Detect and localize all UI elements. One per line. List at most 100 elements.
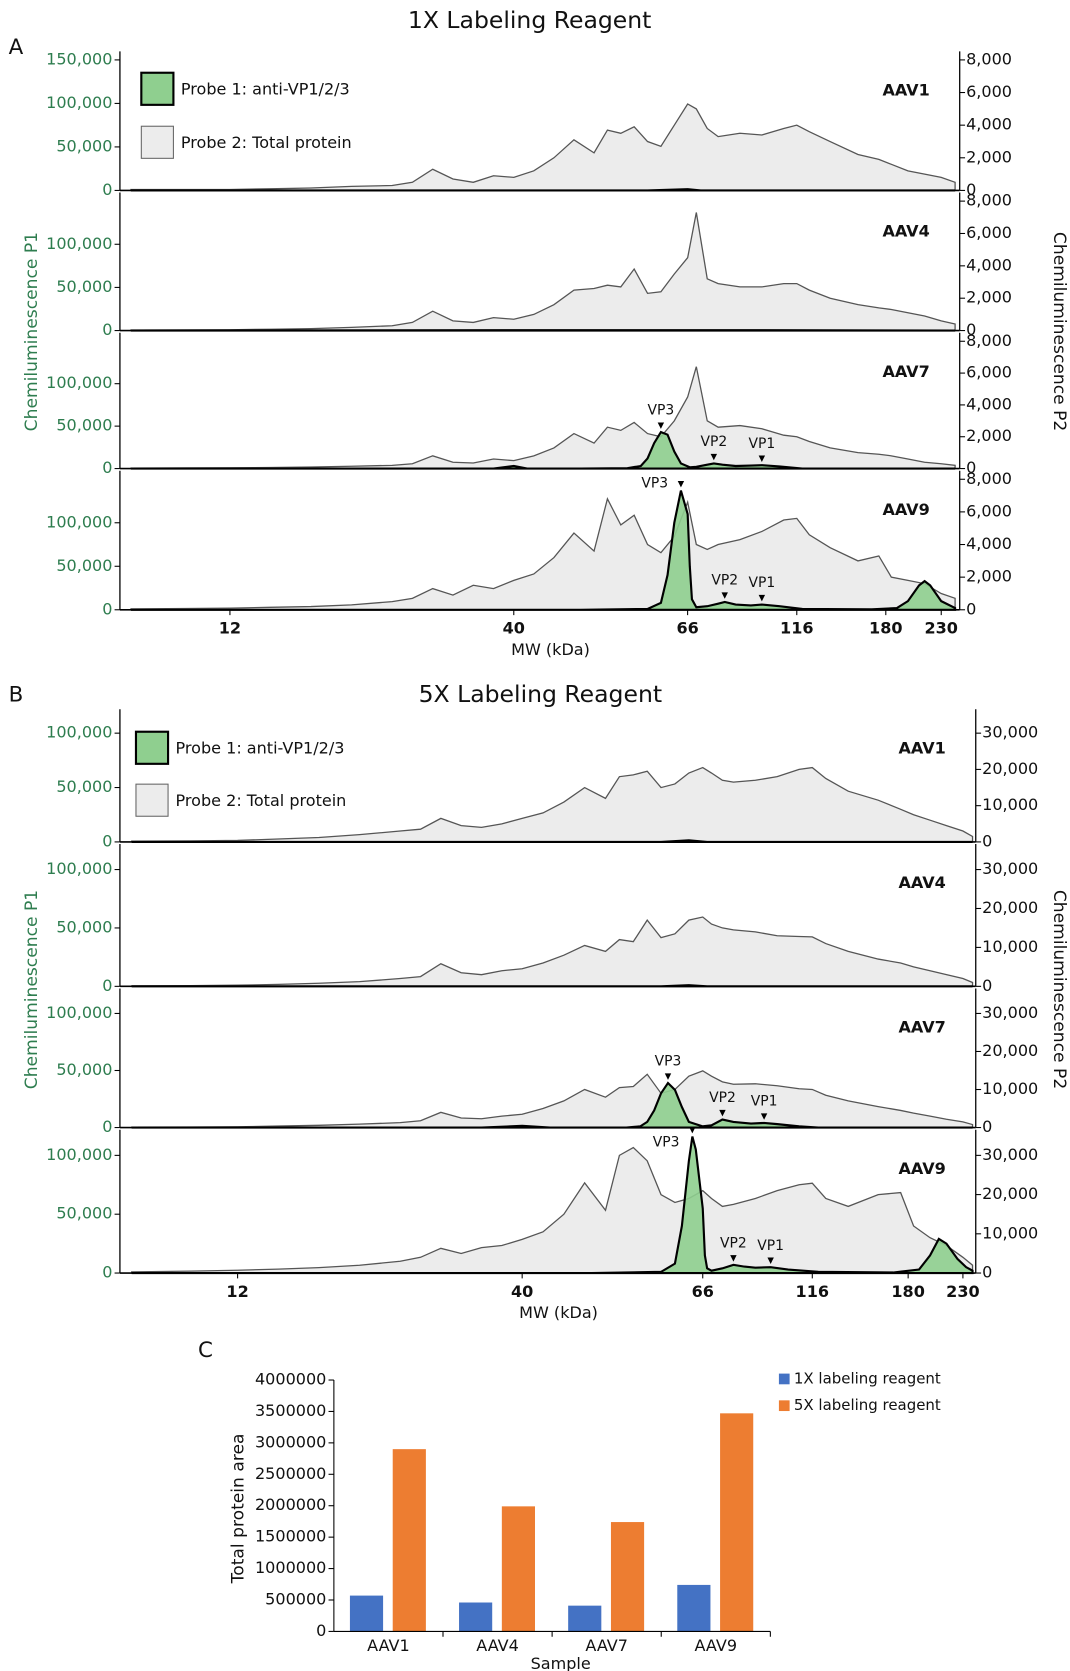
annotation: VP2 xyxy=(720,1235,747,1251)
x-tick-label: 66 xyxy=(676,619,698,638)
legend-label: Probe 1: anti-VP1/2/3 xyxy=(176,738,345,757)
y2-tick-label: 0 xyxy=(982,976,992,995)
y-tick-label: 3000000 xyxy=(255,1432,326,1451)
y-tick-label: 50,000 xyxy=(56,556,112,575)
sample-label: AAV7 xyxy=(898,1018,945,1037)
annotation-arrow xyxy=(657,422,665,429)
x-tick-label: 66 xyxy=(692,1282,714,1301)
x-tick-label: 12 xyxy=(226,1282,248,1301)
x-tick-label: 180 xyxy=(869,619,902,638)
y-tick-label: 50,000 xyxy=(56,416,112,435)
y2-tick-label: 0 xyxy=(982,1263,992,1282)
y-axis-label: Chemiluminescence P1 xyxy=(22,890,42,1089)
bar xyxy=(349,1595,384,1632)
y2-tick-label: 6,000 xyxy=(966,223,1012,242)
y-tick-label: 50,000 xyxy=(56,136,112,155)
y-tick-label: 50,000 xyxy=(56,1204,112,1223)
annotation-arrow xyxy=(664,1073,672,1080)
annotation: VP3 xyxy=(653,1135,680,1151)
y2-tick-label: 10,000 xyxy=(982,795,1038,814)
legend-swatch xyxy=(140,71,175,106)
annotation-arrow xyxy=(758,455,766,462)
y-tick-label: 100,000 xyxy=(46,1145,112,1164)
y-axis-label: Chemiluminescence P1 xyxy=(22,232,42,431)
total-protein-trace xyxy=(131,1070,974,1129)
y2-tick-label: 0 xyxy=(982,831,992,850)
y2-tick-label: 6,000 xyxy=(966,363,1012,382)
annotation-arrow xyxy=(758,594,766,602)
y2-tick-label: 10,000 xyxy=(982,937,1038,956)
x-tick-label: 230 xyxy=(946,1282,979,1301)
y-tick-label: 100,000 xyxy=(46,373,112,392)
total-protein-trace xyxy=(131,766,974,843)
y-tick-label: 0 xyxy=(102,1117,112,1136)
y2-tick-label: 2,000 xyxy=(966,288,1012,307)
annotation: VP1 xyxy=(751,1094,778,1110)
total-protein-trace xyxy=(130,212,956,332)
bar xyxy=(459,1602,493,1632)
total-protein-trace xyxy=(130,366,956,470)
y2-tick-label: 10,000 xyxy=(982,1223,1038,1242)
y2-tick-label: 30,000 xyxy=(982,859,1038,878)
y2-tick-label: 8,000 xyxy=(966,331,1012,350)
y2-tick-label: 4,000 xyxy=(966,394,1012,413)
x-tick-label: AAV1 xyxy=(367,1636,410,1655)
y2-tick-label: 4,000 xyxy=(966,534,1012,553)
y2-tick-label: 0 xyxy=(982,1117,992,1136)
bar xyxy=(677,1584,711,1632)
y-tick-label: 0 xyxy=(316,1621,326,1640)
x-tick-label: 116 xyxy=(796,1282,829,1301)
y2-tick-label: 0 xyxy=(966,458,976,477)
x-axis-label: Sample xyxy=(531,1654,591,1671)
legend-label: 5X labeling reagent xyxy=(794,1396,941,1414)
y2-tick-label: 20,000 xyxy=(982,1041,1038,1060)
probe1-trace xyxy=(131,1136,974,1275)
y2-tick-label: 0 xyxy=(966,180,976,199)
y2-tick-label: 6,000 xyxy=(966,501,1012,520)
y-axis-label: Total protein area xyxy=(229,1433,249,1584)
y2-tick-label: 8,000 xyxy=(966,49,1012,68)
legend-swatch xyxy=(135,783,169,817)
y-tick-label: 0 xyxy=(102,831,112,850)
y2-tick-label: 2,000 xyxy=(966,147,1012,166)
y-tick-label: 4000000 xyxy=(255,1370,326,1389)
y-tick-label: 100,000 xyxy=(46,512,112,531)
sample-label: AAV1 xyxy=(898,738,945,757)
y2-tick-label: 2,000 xyxy=(966,426,1012,445)
y2-tick-label: 10,000 xyxy=(982,1079,1038,1098)
annotation-arrow xyxy=(710,453,718,461)
y-tick-label: 100,000 xyxy=(46,723,112,742)
sample-label: AAV7 xyxy=(882,362,929,381)
y-tick-label: 50,000 xyxy=(56,1060,112,1079)
y-tick-label: 100,000 xyxy=(46,234,112,253)
annotation: VP2 xyxy=(711,573,738,589)
sample-label: AAV1 xyxy=(882,80,929,99)
y2-tick-label: 20,000 xyxy=(982,1184,1038,1203)
y-tick-label: 0 xyxy=(102,180,112,199)
bar xyxy=(501,1506,535,1632)
legend-label: Probe 2: Total protein xyxy=(181,133,352,152)
y-tick-label: 0 xyxy=(102,320,112,339)
annotation-arrow xyxy=(689,1126,696,1134)
y-tick-label: 1000000 xyxy=(255,1558,326,1577)
total-protein-trace xyxy=(130,497,956,611)
annotation: VP3 xyxy=(655,1054,682,1070)
y-tick-label: 0 xyxy=(102,976,112,995)
annotation: VP1 xyxy=(748,575,775,591)
y-tick-label: 50,000 xyxy=(56,777,112,796)
y-tick-label: 1500000 xyxy=(255,1527,326,1546)
bar xyxy=(720,1413,754,1632)
y2-axis-label: Chemiluminescence P2 xyxy=(1049,890,1069,1089)
legend-swatch xyxy=(778,1400,790,1412)
annotation-arrow xyxy=(767,1257,774,1264)
y2-tick-label: 30,000 xyxy=(982,1145,1038,1164)
x-tick-label: AAV9 xyxy=(695,1636,738,1655)
y-tick-label: 500000 xyxy=(265,1589,326,1608)
annotation-arrow xyxy=(719,1109,726,1117)
chart-title: 1X Labeling Reagent xyxy=(408,6,652,34)
legend-label: 1X labeling reagent xyxy=(794,1369,941,1387)
legend-label: Probe 2: Total protein xyxy=(176,791,347,810)
annotation: VP3 xyxy=(641,476,668,492)
x-tick-label: 40 xyxy=(503,619,525,638)
y2-tick-label: 0 xyxy=(966,320,976,339)
